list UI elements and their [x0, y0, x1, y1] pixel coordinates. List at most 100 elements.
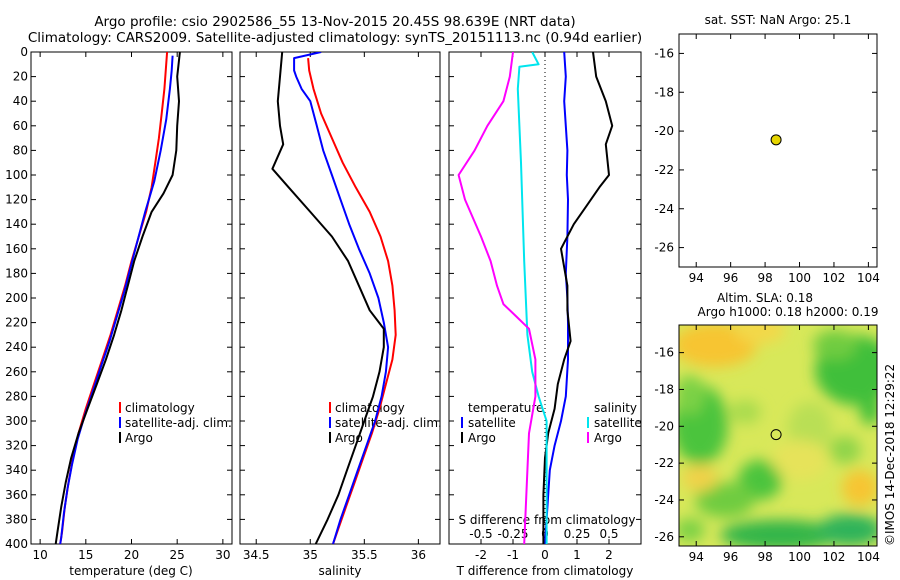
y-tick-label: 400	[5, 537, 28, 551]
legend-title-salinity: salinity	[594, 401, 637, 415]
header-line2: Climatology: CARS2009. Satellite-adjuste…	[28, 30, 642, 46]
series-line-s-satellite	[516, 52, 548, 544]
x-tick-label: 98	[757, 550, 772, 564]
x-tick-label: 30	[215, 548, 230, 562]
sst-map-title: sat. SST: NaN Argo: 25.1	[705, 13, 852, 27]
y-tick-label: 160	[5, 242, 28, 256]
series-line-s-argo	[457, 52, 537, 544]
temperature-axes	[30, 51, 233, 545]
series-line-t-argo	[542, 52, 614, 544]
y-tick-label: 280	[5, 389, 28, 403]
y-tick-label: 360	[5, 488, 28, 502]
y-tick-label: 380	[5, 512, 28, 526]
sla-map-title-1: Altim. SLA: 0.18	[717, 291, 813, 305]
x-tick-label: 25	[170, 548, 185, 562]
y-tick-label: -26	[654, 241, 674, 255]
y-tick-label: 60	[13, 119, 28, 133]
x2-tick-label: 0.25	[564, 527, 591, 541]
x-tick-label: 100	[788, 550, 811, 564]
temperature-xlabel: temperature (deg C)	[69, 564, 192, 578]
y-tick-label: 100	[5, 168, 28, 182]
y-tick-label: -26	[654, 530, 674, 544]
temperature-series	[54, 52, 181, 544]
salinity-plot: 34.5 35 35.5 36	[240, 51, 440, 562]
x2-tick-label: -0.25	[497, 527, 528, 541]
x-tick-label: 104	[857, 550, 880, 564]
x-tick-label: 96	[723, 271, 738, 285]
y-tick-label: -24	[654, 493, 674, 507]
sst-map-axes	[678, 33, 878, 268]
x-tick-label: 2	[605, 548, 613, 562]
x2-tick-label: 0.5	[599, 527, 618, 541]
legend-label-argo: Argo	[335, 431, 363, 445]
series-line-argo	[271, 52, 385, 544]
x2-tick-label: -0.5	[469, 527, 492, 541]
legend-label-argo: Argo	[125, 431, 153, 445]
salinity-legend: climatology satellite-adj. clim. Argo	[329, 401, 442, 445]
x-tick-label: 100	[788, 271, 811, 285]
series-line-argo	[54, 52, 181, 544]
x-tick-label: 34.5	[243, 548, 270, 562]
series-line-climatology	[59, 52, 169, 544]
y-tick-label: 240	[5, 340, 28, 354]
y-tick-label: 120	[5, 193, 28, 207]
x-tick-label: 0	[541, 548, 549, 562]
y-tick-label: -24	[654, 202, 674, 216]
y-tick-label: -18	[654, 85, 674, 99]
legend-label-s-satellite: satellite	[594, 416, 642, 430]
legend-label-satellite: satellite-adj. clim.	[335, 416, 442, 430]
y-tick-label: -16	[654, 46, 674, 60]
x-tick-label: 94	[689, 271, 704, 285]
difference-legend: temperature satellite Argo salinity sate…	[461, 401, 642, 445]
legend-label-t-satellite: satellite	[468, 416, 516, 430]
y-tick-label: 340	[5, 463, 28, 477]
y-tick-label: -20	[654, 124, 674, 138]
sla-heatmap	[679, 325, 877, 546]
legend-label-t-argo: Argo	[468, 431, 496, 445]
argo-location-marker	[770, 134, 782, 146]
series-line-satellite-adj-clim-	[293, 52, 390, 544]
x-tick-label: 15	[78, 548, 93, 562]
x-tick-label: 20	[124, 548, 139, 562]
x-tick-label: 10	[32, 548, 47, 562]
sla_map: 94 96 98 100 102 104 -16 -18 -20 -22 -24 -26	[654, 325, 880, 564]
differences-plot: -2 -1 0 1 2-0.5 -0.25 0 0.25 0.5	[449, 51, 641, 562]
sla-map-axes	[678, 324, 878, 547]
y-tick-label: 300	[5, 414, 28, 428]
series-line-climatology	[307, 58, 397, 544]
differences-series	[457, 52, 614, 544]
series-line-satellite-adj-clim-	[59, 55, 174, 544]
y-tick-label: 180	[5, 266, 28, 280]
x-tick-label: 98	[757, 271, 772, 285]
x-tick-label: 96	[723, 550, 738, 564]
x-tick-label: -1	[507, 548, 519, 562]
legend-label-s-argo: Argo	[594, 431, 622, 445]
diff-xlabel: T difference from climatology	[456, 564, 634, 578]
argo-location-marker	[770, 429, 782, 441]
x-tick-label: 1	[573, 548, 581, 562]
legend-title-temperature: temperature	[468, 401, 543, 415]
x-tick-label: 35.5	[351, 548, 378, 562]
sst_map: 94 96 98 100 102 104 -16 -18 -20 -22 -24 -26	[654, 34, 880, 285]
x-tick-label: -2	[475, 548, 487, 562]
temperature-legend: climatology satellite-adj. clim. Argo	[119, 401, 232, 445]
credit-text: ©IMOS 14-Dec-2018 12:29:22	[883, 364, 897, 546]
sla-map-title-2: Argo h1000: 0.18 h2000: 0.19	[698, 305, 879, 319]
y-tick-label: -22	[654, 456, 674, 470]
x-tick-label: 102	[823, 271, 846, 285]
y-tick-label: 260	[5, 365, 28, 379]
y-tick-label: -18	[654, 382, 674, 396]
x-tick-label: 104	[857, 271, 880, 285]
y-tick-label: 140	[5, 217, 28, 231]
header-line1: Argo profile: csio 2902586_55 13-Nov-201…	[94, 14, 575, 30]
x-tick-label: 35	[303, 548, 318, 562]
salinity-axes	[239, 51, 441, 545]
x-tick-label: 102	[823, 550, 846, 564]
y-tick-label: 80	[13, 143, 28, 157]
series-line-t-satellite	[544, 52, 569, 544]
y-tick-label: -16	[654, 346, 674, 360]
y-tick-label: 0	[20, 45, 28, 59]
salinity-series	[271, 52, 397, 544]
y-tick-label: 220	[5, 316, 28, 330]
